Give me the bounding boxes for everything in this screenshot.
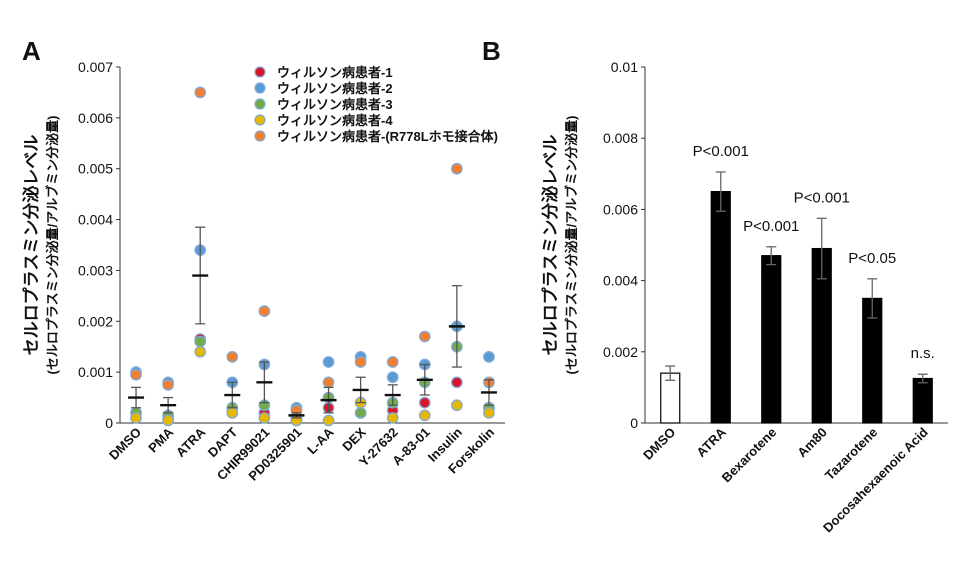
- data-point: [162, 379, 174, 391]
- significance-label: n.s.: [911, 345, 935, 362]
- y-tick-label-a: 0.001: [78, 364, 113, 380]
- x-category-label-a: ATRA: [173, 424, 209, 460]
- data-point: [386, 371, 399, 384]
- y-tick-label-a: 0.005: [78, 161, 113, 177]
- x-category-label-b: DMSO: [640, 425, 678, 463]
- x-category-label-a: PMA: [145, 424, 176, 455]
- data-point: [451, 162, 463, 175]
- y-tick-label-a: 0.006: [78, 110, 113, 126]
- data-point: [226, 406, 239, 419]
- y-tick-label-b: 0.004: [603, 273, 638, 289]
- y-tick-label-b: 0.01: [611, 59, 638, 75]
- y-tick-label-a: 0.004: [78, 212, 113, 228]
- data-point: [451, 376, 463, 389]
- y-tick-label-a: 0: [105, 415, 113, 431]
- chart-a: 00.0010.0020.0030.0040.0050.0060.007DMSO…: [21, 59, 505, 484]
- panel-label-a: A: [22, 36, 41, 66]
- x-category-label-b: ATRA: [693, 424, 729, 460]
- legend-marker: [254, 98, 266, 110]
- data-point: [194, 86, 207, 99]
- legend-label: ウィルソン病患者-4: [277, 113, 393, 128]
- legend-label: ウィルソン病患者-(R778Lホモ接合体): [277, 129, 498, 144]
- data-point: [386, 412, 399, 424]
- x-category-label-b: Bexarotene: [719, 425, 780, 486]
- data-point: [322, 414, 335, 427]
- legend-marker: [254, 114, 266, 126]
- data-point: [130, 412, 142, 424]
- y-tick-label-a: 0.007: [78, 59, 113, 75]
- x-category-label-b: Am80: [794, 425, 830, 461]
- data-point: [483, 351, 495, 363]
- bar: [912, 377, 933, 424]
- data-point: [194, 335, 207, 348]
- bar: [710, 191, 731, 424]
- y-axis-subtitle-a: (セルロプラスミン分泌量/アルブミン分泌量): [45, 116, 60, 375]
- data-point: [226, 351, 239, 363]
- y-axis-subtitle-b: (セルロプラスミン分泌量/アルブミン分泌量): [564, 116, 579, 375]
- y-tick-label-b: 0.008: [603, 130, 638, 146]
- data-point: [322, 356, 335, 368]
- significance-label: P<0.001: [794, 189, 850, 206]
- data-point: [258, 305, 271, 317]
- y-axis-title-a: セルロプラスミン分泌レベル: [21, 135, 41, 356]
- legend-label: ウィルソン病患者-2: [277, 81, 393, 96]
- x-category-label-a: L-AA: [304, 424, 337, 457]
- y-tick-label-b: 0.002: [603, 344, 638, 360]
- bar: [761, 255, 782, 424]
- y-tick-label-a: 0.002: [78, 313, 113, 329]
- data-point: [418, 409, 431, 422]
- data-point: [451, 399, 463, 412]
- data-point: [162, 414, 174, 427]
- data-point: [386, 356, 399, 368]
- data-point: [130, 368, 142, 381]
- legend-label: ウィルソン病患者-1: [277, 65, 393, 80]
- significance-label: P<0.05: [848, 250, 896, 267]
- data-point: [258, 412, 271, 424]
- y-axis-title-b: セルロプラスミン分泌レベル: [540, 135, 560, 356]
- data-point: [354, 356, 367, 368]
- x-category-label-b: Docosahexaenoic Acid: [820, 424, 931, 535]
- significance-label: P<0.001: [693, 143, 749, 160]
- data-point: [418, 330, 431, 343]
- legend-marker: [254, 66, 266, 78]
- y-tick-label-b: 0.006: [603, 201, 638, 217]
- data-point: [322, 376, 335, 389]
- significance-label: P<0.001: [743, 218, 799, 235]
- data-point: [194, 345, 207, 358]
- data-point: [418, 396, 431, 409]
- y-tick-label-b: 0: [630, 415, 638, 431]
- data-point: [354, 406, 367, 419]
- legend-marker: [254, 130, 266, 142]
- legend-marker: [254, 82, 266, 94]
- chart-b: 0 0.002 0.004 0.006 0.008 0.01 DMSO P<0.001 ATRA…: [540, 59, 948, 535]
- legend-label: ウィルソン病患者-3: [277, 97, 393, 112]
- data-point: [483, 406, 495, 419]
- panel-label-b: B: [482, 36, 501, 66]
- y-tick-label-a: 0.003: [78, 262, 113, 278]
